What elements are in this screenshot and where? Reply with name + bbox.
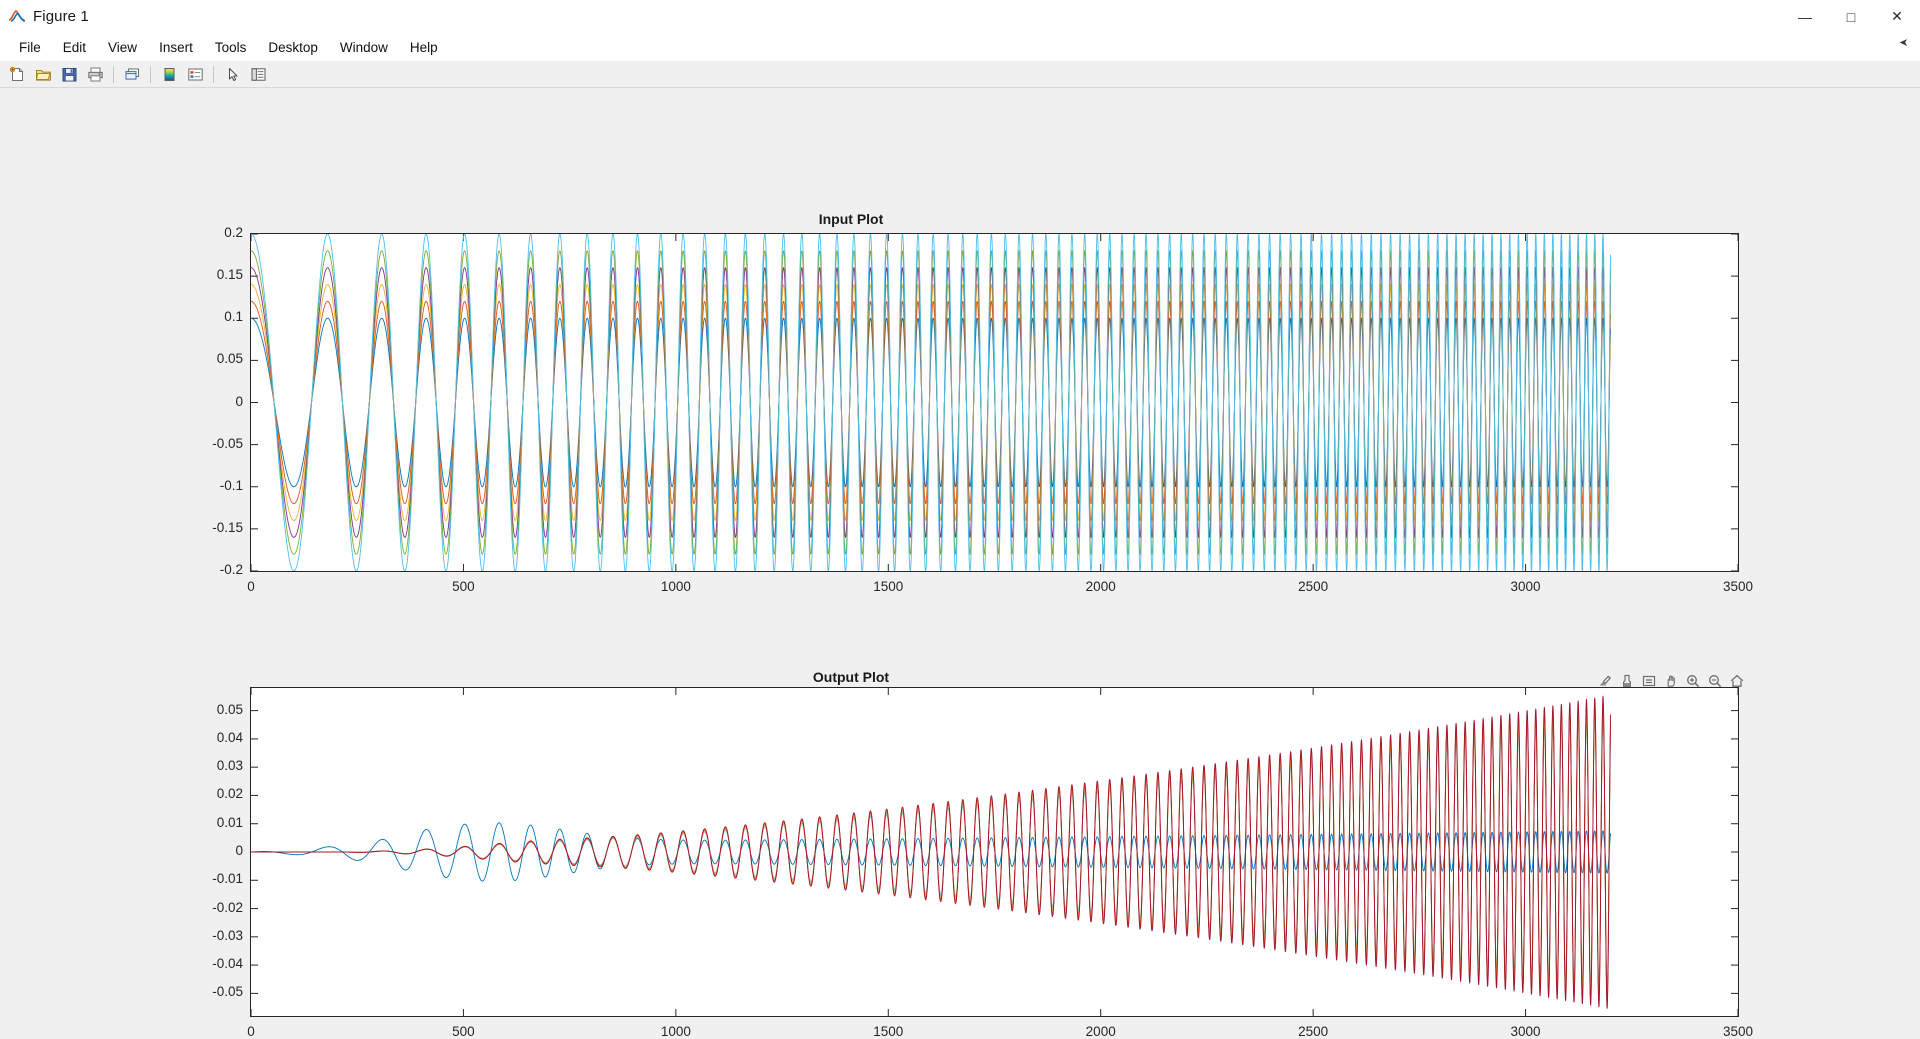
- y-tick-label: 0: [235, 843, 243, 858]
- menu-bar: File Edit View Insert Tools Desktop Wind…: [0, 34, 1920, 61]
- y-tick-label: 0.1: [224, 309, 243, 325]
- input-plot-axes[interactable]: [250, 233, 1739, 572]
- x-tick-label: 1500: [873, 579, 904, 594]
- toolbar-separator: [150, 65, 151, 83]
- y-tick-label: -0.02: [212, 899, 243, 915]
- menu-file[interactable]: File: [19, 39, 41, 55]
- x-tick-label: 1000: [660, 1024, 691, 1039]
- zoom-out-icon[interactable]: [1705, 671, 1724, 690]
- output-plot-axes[interactable]: [250, 687, 1739, 1017]
- brush-icon[interactable]: [1617, 671, 1636, 690]
- y-tick-label: 0: [235, 393, 243, 409]
- pan-icon[interactable]: [1661, 671, 1680, 690]
- menu-edit[interactable]: Edit: [62, 39, 87, 55]
- x-tick-label: 3000: [1510, 1024, 1541, 1039]
- figure-canvas: Input Plot -0.2 -0.15 -0.1 -0.05 0 0.05 0.1 0.1…: [0, 88, 1920, 1039]
- y-tick-label: 0.01: [216, 814, 243, 830]
- matlab-figure-icon: [8, 9, 26, 25]
- x-tick-label: 2500: [1298, 1024, 1329, 1039]
- home-icon[interactable]: [1727, 671, 1746, 690]
- input-plot-title: Input Plot: [818, 211, 884, 227]
- open-file-icon[interactable]: [31, 62, 55, 86]
- menu-desktop[interactable]: Desktop: [268, 39, 318, 55]
- property-editor-icon[interactable]: [246, 62, 270, 86]
- datatip-icon[interactable]: [1639, 671, 1658, 690]
- menu-tools[interactable]: Tools: [214, 39, 247, 55]
- zoom-in-icon[interactable]: [1683, 671, 1702, 690]
- x-tick-label: 3000: [1510, 579, 1541, 594]
- output-plot-title: Output Plot: [812, 669, 890, 685]
- close-button[interactable]: ✕: [1891, 8, 1903, 24]
- x-tick-label: 0: [247, 579, 255, 594]
- minimize-button[interactable]: —: [1798, 8, 1812, 25]
- window-controls: — □ ✕: [1782, 0, 1920, 33]
- y-tick-label: -0.15: [212, 519, 243, 535]
- legend-icon[interactable]: [183, 62, 207, 86]
- x-tick-label: 1500: [873, 1024, 904, 1039]
- y-tick-label: -0.04: [212, 956, 243, 972]
- y-tick-label: 0.05: [216, 351, 243, 367]
- output-plot-canvas: [251, 688, 1738, 1016]
- axes-interaction-toolbar: [1595, 671, 1746, 690]
- y-tick-label: -0.2: [219, 562, 243, 577]
- menu-view[interactable]: View: [108, 39, 138, 55]
- toolbar-separator: [113, 65, 114, 83]
- y-tick-label: 0.05: [216, 701, 243, 717]
- y-tick-label: 0.04: [216, 729, 243, 745]
- x-tick-label: 2000: [1085, 579, 1116, 594]
- x-tick-label: 500: [452, 579, 475, 594]
- link-plot-icon[interactable]: [120, 62, 144, 86]
- menu-window[interactable]: Window: [339, 39, 388, 55]
- menu-help[interactable]: Help: [409, 39, 438, 55]
- save-figure-icon[interactable]: [57, 62, 81, 86]
- x-tick-label: 3500: [1722, 579, 1754, 594]
- restore-down-arrow-icon[interactable]: ➤: [1898, 37, 1908, 49]
- y-tick-label: 0.03: [216, 758, 243, 774]
- y-tick-label: -0.05: [212, 984, 243, 1000]
- y-tick-label: -0.03: [212, 927, 243, 943]
- export-icon[interactable]: [1595, 671, 1614, 690]
- window-title: Figure 1: [33, 8, 89, 25]
- y-tick-label: -0.05: [212, 435, 243, 451]
- y-tick-label: 0.15: [216, 267, 243, 283]
- y-tick-label: -0.01: [212, 871, 243, 887]
- maximize-button[interactable]: □: [1846, 8, 1856, 25]
- y-tick-label: 0.02: [216, 786, 243, 802]
- y-tick-label: -0.1: [219, 477, 243, 493]
- title-bar: Figure 1 — □ ✕ ➤: [0, 0, 1920, 49]
- x-tick-label: 500: [452, 1024, 475, 1039]
- x-tick-label: 1000: [660, 579, 691, 594]
- y-tick-label: 0.2: [224, 225, 243, 240]
- x-tick-label: 2500: [1298, 579, 1329, 594]
- edit-plot-icon[interactable]: [220, 62, 244, 86]
- toolbar-separator: [213, 65, 214, 83]
- x-tick-label: 3500: [1722, 1024, 1754, 1039]
- input-plot-canvas: [251, 234, 1738, 571]
- print-figure-icon[interactable]: [83, 62, 107, 86]
- x-tick-label: 0: [247, 1024, 255, 1039]
- figure-toolbar: [0, 61, 1920, 88]
- colorbar-icon[interactable]: [157, 62, 181, 86]
- x-tick-label: 2000: [1085, 1024, 1116, 1039]
- menu-insert[interactable]: Insert: [159, 39, 193, 55]
- new-figure-icon[interactable]: [5, 62, 29, 86]
